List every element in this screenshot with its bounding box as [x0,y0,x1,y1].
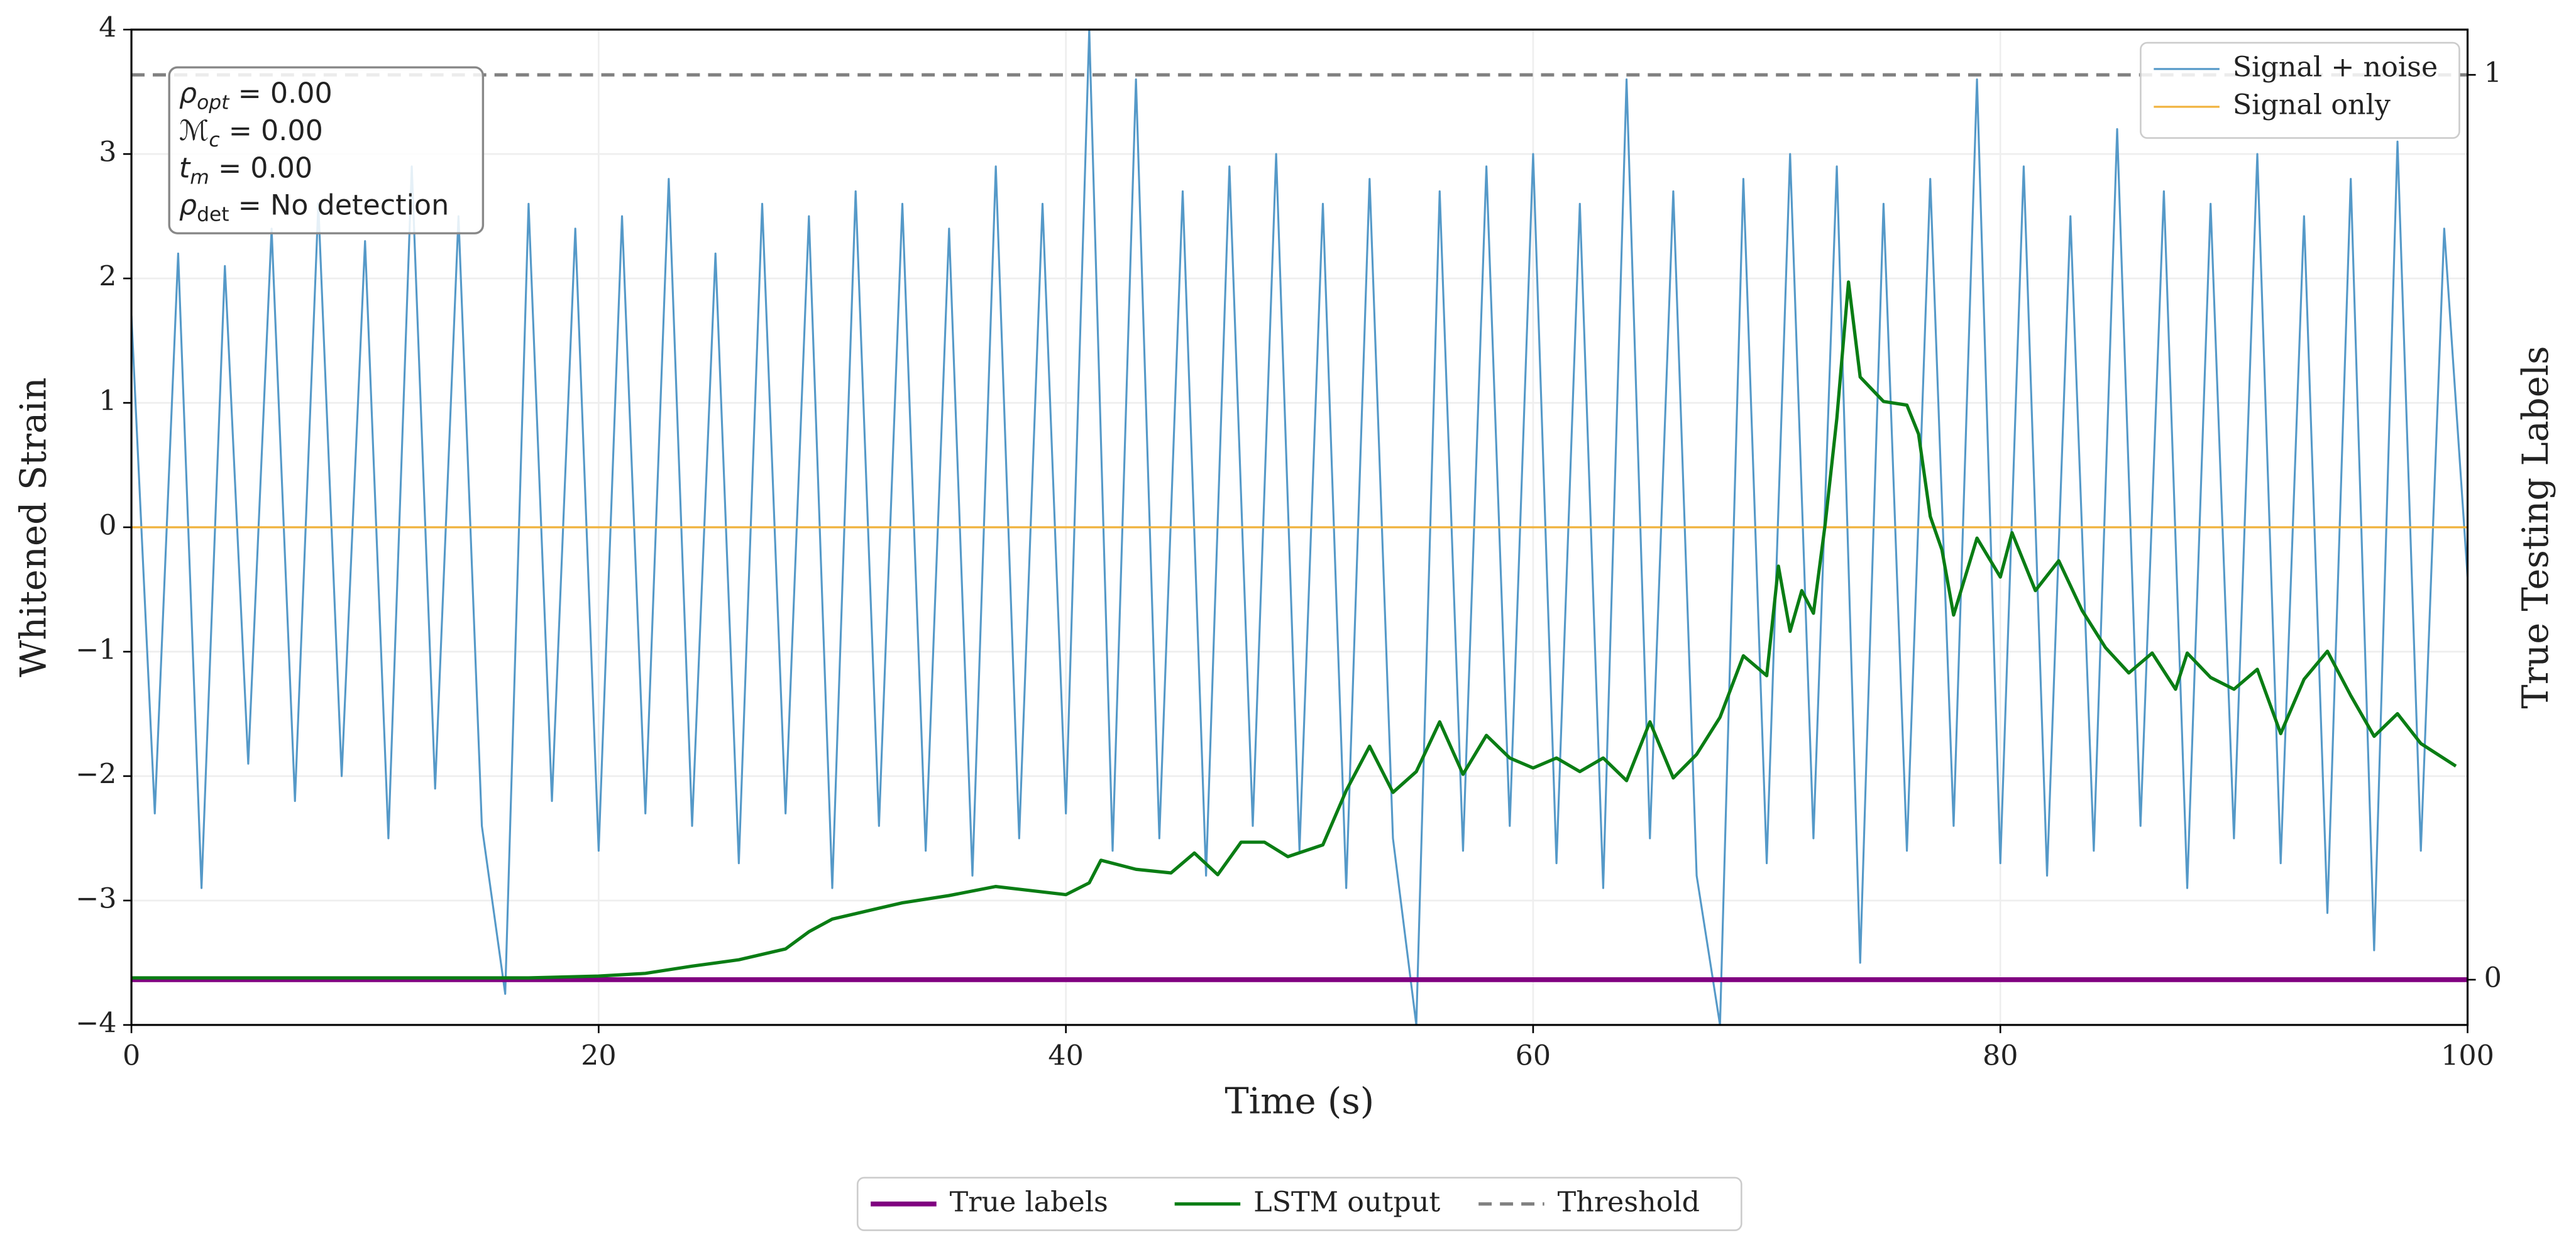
x-tick-label: 80 [1983,1040,2018,1072]
y-tick-label: 4 [99,12,116,44]
series-line [130,28,2469,1026]
legend-label: Threshold [1558,1186,1700,1218]
annotation-text: ρdet = No detection [179,190,449,226]
x-tick-label: 60 [1516,1040,1551,1072]
y-tick-label: −1 [75,633,116,666]
y-tick-label: −3 [75,882,116,914]
annotation-symbol: ρ [179,190,197,222]
annotation-subscript: c [209,129,219,151]
x-tick-label: 40 [1048,1040,1084,1072]
y-axis-label: Whitened Strain [13,377,55,677]
annotation-symbol: ℳ [179,115,209,147]
x-axis-label: Time (s) [1225,1080,1374,1122]
annotation-value: = 0.00 [220,115,323,147]
legend-label: LSTM output [1253,1186,1440,1218]
annotation-value: = 0.00 [209,152,312,184]
y-tick-label: 3 [99,136,116,168]
annotation-text: tm = 0.00 [179,152,312,189]
x-tick-label: 20 [581,1040,617,1072]
annotation-text: ℳc = 0.00 [179,115,323,151]
legend-frame [856,1176,1742,1231]
annotation-subscript: opt [197,92,230,114]
annotation-subscript: det [197,204,229,226]
legend-label: True labels [950,1186,1108,1218]
y2-tick-label: 1 [2484,57,2502,89]
legend-frame [2140,41,2460,139]
legend-label: Signal only [2233,89,2391,121]
annotation-text: ρopt = 0.00 [179,78,333,114]
y2-axis-label: True Testing Labels [2514,346,2557,708]
plot-frame [130,28,2469,1026]
y-tick-label: −4 [75,1007,116,1039]
legend: Signal + noise Signal only [2140,41,2460,139]
y-tick-label: −2 [75,758,116,790]
y-tick-label: 1 [99,385,116,417]
x-tick-label: 0 [123,1040,140,1072]
series-line [131,280,2457,980]
y-tick-label: 0 [99,509,116,541]
annotation-frame [168,66,485,234]
annotation-symbol: t [179,152,191,184]
legend-label: Signal + noise [2233,51,2438,83]
x-tick-label: 100 [2441,1040,2494,1072]
annotation-value: = No detection [229,190,449,222]
legend: True labels LSTM output Threshold [856,1176,1742,1231]
annotation-value: = 0.00 [229,78,332,110]
annotation-symbol: ρ [179,78,197,110]
annotation-subscript: m [190,166,209,189]
y-tick-label: 2 [99,261,116,293]
y2-tick-label: 0 [2484,962,2502,994]
